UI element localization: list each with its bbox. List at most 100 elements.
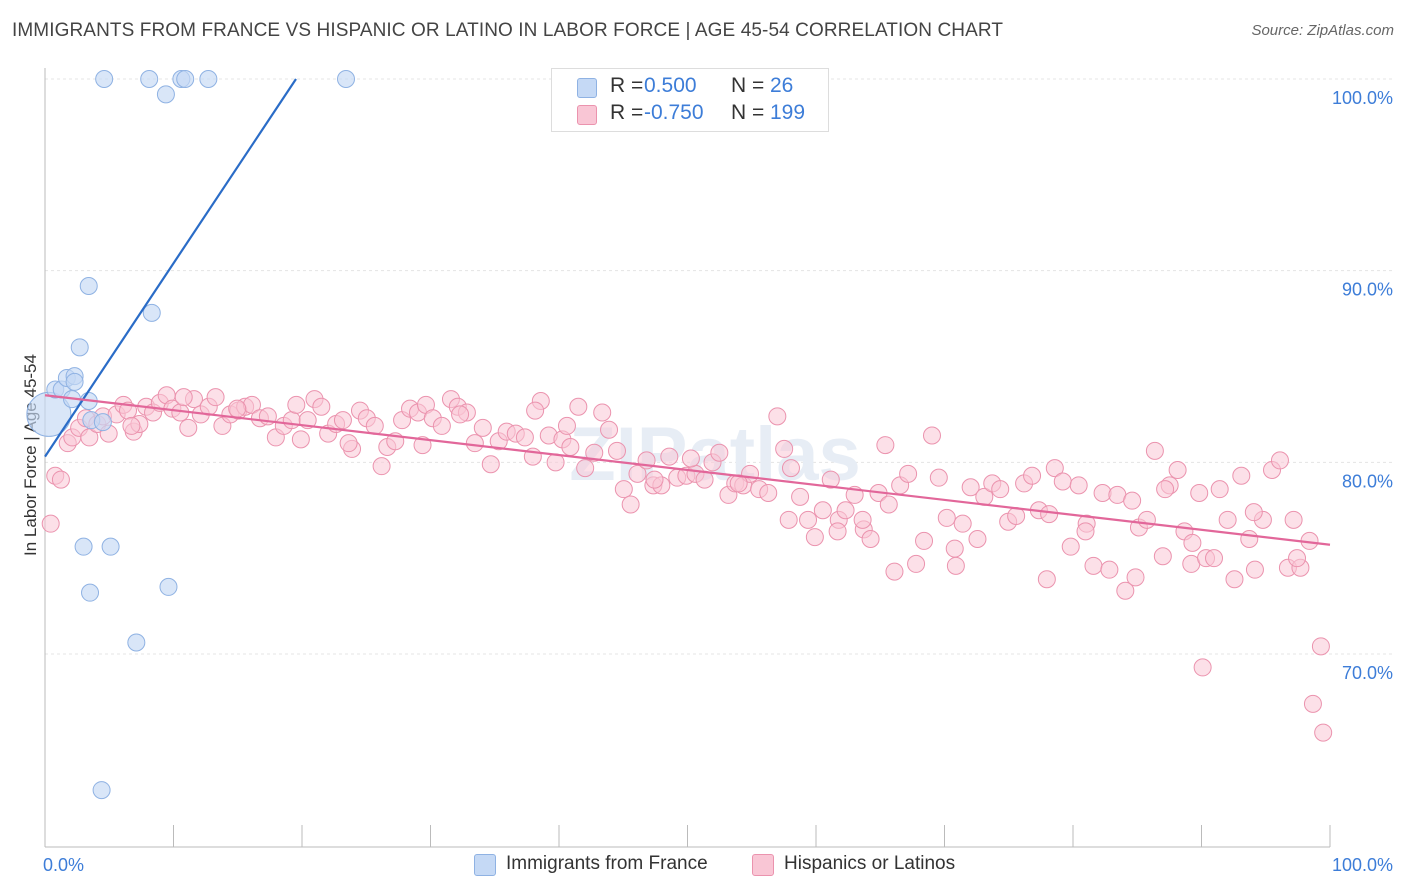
data-point xyxy=(569,397,588,416)
data-point xyxy=(853,510,872,529)
data-point xyxy=(70,338,89,357)
data-point xyxy=(1084,556,1103,575)
data-point xyxy=(991,480,1010,499)
data-point xyxy=(451,405,470,424)
data-point xyxy=(481,455,500,474)
data-point xyxy=(561,438,580,456)
trend-line-hispanic xyxy=(44,394,1331,546)
data-point xyxy=(899,464,918,483)
data-point xyxy=(1303,694,1322,713)
data-point xyxy=(1069,476,1088,495)
data-point xyxy=(74,537,93,556)
data-point xyxy=(791,487,810,506)
data-point xyxy=(1270,451,1289,470)
data-point xyxy=(95,70,114,88)
data-point xyxy=(312,397,331,416)
data-point xyxy=(828,522,847,541)
data-point xyxy=(593,403,612,422)
data-point xyxy=(291,430,310,449)
r-label: R = xyxy=(610,101,644,124)
data-point xyxy=(282,411,301,430)
data-point xyxy=(907,554,926,573)
data-point xyxy=(946,556,965,575)
data-point xyxy=(159,577,178,596)
data-point xyxy=(799,510,818,529)
data-point xyxy=(92,781,111,800)
data-point xyxy=(937,508,956,527)
data-point xyxy=(1153,547,1172,566)
data-point xyxy=(929,468,948,487)
data-point xyxy=(585,443,604,462)
x-tick-label: 0.0% xyxy=(43,855,84,875)
data-point xyxy=(1023,466,1042,485)
legend-label: Hispanics or Latinos xyxy=(784,853,956,874)
data-point xyxy=(681,449,700,468)
data-point xyxy=(576,459,595,478)
data-point xyxy=(876,436,895,455)
n-value: 199 xyxy=(770,101,806,124)
data-point xyxy=(759,484,778,502)
data-point xyxy=(557,416,576,435)
data-point xyxy=(922,426,941,445)
data-point xyxy=(142,303,161,322)
data-point xyxy=(1240,530,1259,548)
data-point xyxy=(473,418,492,437)
chart-title: IMMIGRANTS FROM FRANCE VS HISPANIC OR LA… xyxy=(12,20,1004,41)
trend-line-france xyxy=(44,78,297,458)
data-point xyxy=(961,478,980,497)
data-point xyxy=(287,395,306,414)
data-point xyxy=(628,464,647,483)
source-label: Source: ZipAtlas.com xyxy=(1251,22,1394,39)
data-point xyxy=(1100,560,1119,579)
axes xyxy=(44,68,1331,848)
data-point xyxy=(660,447,679,466)
data-point xyxy=(101,537,120,556)
data-point xyxy=(861,530,880,548)
data-point xyxy=(879,495,898,514)
data-point xyxy=(1210,480,1229,499)
data-point xyxy=(1076,522,1095,541)
data-point xyxy=(51,470,70,489)
data-point xyxy=(1123,491,1142,510)
data-point xyxy=(600,420,619,439)
data-point xyxy=(1145,441,1164,460)
france-swatch xyxy=(577,78,597,98)
data-point xyxy=(65,372,84,391)
data-point xyxy=(1156,480,1175,499)
data-point xyxy=(1225,570,1244,589)
data-point xyxy=(968,530,987,548)
data-point xyxy=(140,70,159,88)
data-point xyxy=(710,443,729,462)
data-point xyxy=(1045,459,1064,478)
data-point xyxy=(81,583,100,602)
data-point xyxy=(1093,484,1112,502)
data-point xyxy=(645,470,664,489)
r-value: -0.750 xyxy=(644,101,704,124)
data-point xyxy=(607,441,626,460)
data-point xyxy=(176,70,195,88)
data-point xyxy=(1183,533,1202,552)
trend-lines xyxy=(44,78,1331,546)
data-point xyxy=(945,539,964,558)
data-point xyxy=(1314,723,1333,742)
data-point xyxy=(174,388,193,407)
hispanic-points xyxy=(41,386,1333,742)
data-point xyxy=(1190,484,1209,502)
france-points xyxy=(26,70,355,800)
data-point xyxy=(1061,537,1080,556)
data-point xyxy=(372,457,391,476)
data-point xyxy=(1193,658,1212,677)
data-point xyxy=(1007,507,1026,525)
y-tick-label: 90.0% xyxy=(1342,280,1393,300)
data-point xyxy=(337,70,355,88)
data-point xyxy=(1232,466,1251,485)
hispanic-swatch xyxy=(577,105,597,125)
data-point xyxy=(526,401,545,420)
y-tick-label: 80.0% xyxy=(1342,471,1393,491)
data-point xyxy=(1037,570,1056,589)
data-point xyxy=(1284,510,1303,529)
data-point xyxy=(41,514,60,533)
n-label: N = xyxy=(731,74,765,97)
stats-legend: R = 0.500 N = 26 R = -0.750 N = 199 xyxy=(551,68,829,132)
data-point xyxy=(805,528,824,547)
